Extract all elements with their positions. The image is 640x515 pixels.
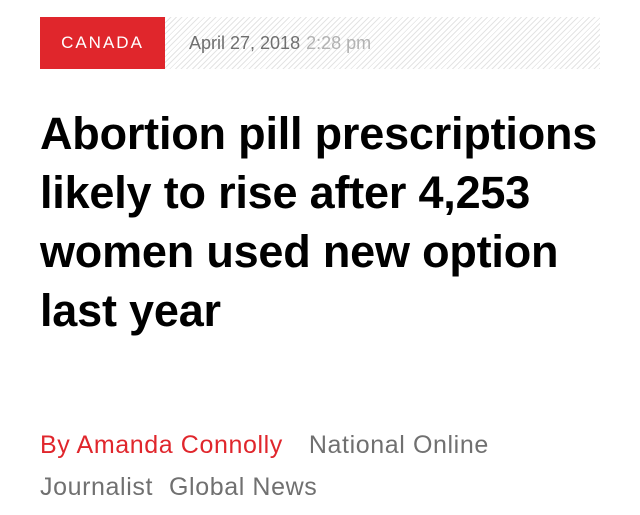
author-role: National Online Journalist xyxy=(40,431,489,501)
publish-time: 2:28 pm xyxy=(306,32,372,53)
publish-date: April 27, 2018 xyxy=(189,32,301,53)
article-headline: Abortion pill prescriptions likely to ri… xyxy=(40,108,598,336)
article-byline: By Amanda Connolly National Online Journa… xyxy=(40,424,600,508)
category-tag[interactable]: CANADA xyxy=(40,17,165,69)
article-meta-bar: CANADA April 27, 2018 2:28 pm xyxy=(40,17,600,69)
author-link[interactable]: By Amanda Connolly xyxy=(40,431,283,459)
news-outlet: Global News xyxy=(169,473,318,501)
publish-timestamp: April 27, 2018 2:28 pm xyxy=(165,17,371,69)
